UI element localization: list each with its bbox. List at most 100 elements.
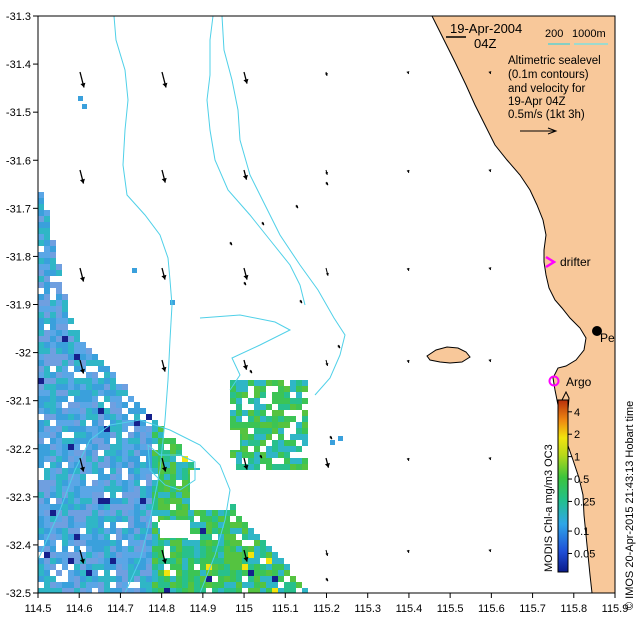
chl-pixel: [98, 438, 104, 444]
chl-pixel: [242, 546, 248, 552]
chl-pixel: [98, 534, 104, 540]
chl-pixel: [212, 522, 218, 528]
chl-pixel: [152, 576, 158, 582]
chl-pixel: [68, 510, 74, 516]
chl-pixel: [128, 444, 134, 450]
chl-pixel: [62, 414, 68, 420]
chl-pixel: [50, 564, 56, 570]
chl-pixel: [188, 462, 194, 468]
chl-pixel: [230, 528, 236, 534]
chl-pixel: [200, 522, 206, 528]
chl-pixel: [110, 486, 116, 492]
chl-pixel: [212, 582, 218, 588]
chl-pixel: [86, 432, 92, 438]
chl-pixel: [128, 498, 134, 504]
chl-pixel: [62, 378, 68, 384]
chl-pixel: [152, 570, 158, 576]
chl-pixel: [74, 408, 80, 414]
chl-pixel: [284, 440, 290, 446]
chl-pixel: [248, 570, 254, 576]
chl-pixel: [152, 510, 158, 516]
chl-pixel: [164, 558, 170, 564]
chl-pixel: [236, 398, 242, 404]
chl-pixel: [254, 582, 260, 588]
chl-pixel: [56, 288, 62, 294]
chl-pixel: [110, 378, 116, 384]
chl-pixel: [56, 408, 62, 414]
chl-pixel: [62, 360, 68, 366]
chl-pixel: [134, 402, 140, 408]
chl-pixel: [236, 422, 242, 428]
chl-pixel: [74, 468, 80, 474]
chl-pixel: [194, 546, 200, 552]
chl-pixel: [122, 510, 128, 516]
chl-pixel: [56, 366, 62, 372]
chl-pixel: [110, 456, 116, 462]
chl-pixel: [86, 570, 92, 576]
chl-pixel: [38, 444, 44, 450]
chl-pixel: [68, 360, 74, 366]
chl-pixel: [56, 396, 62, 402]
chl-pixel: [62, 528, 68, 534]
chl-pixel: [158, 546, 164, 552]
chl-pixel: [248, 422, 254, 428]
chl-pixel: [74, 486, 80, 492]
chl-pixel: [62, 348, 68, 354]
chl-pixel: [104, 408, 110, 414]
chl-pixel: [62, 384, 68, 390]
chl-pixel: [50, 300, 56, 306]
chl-pixel: [110, 498, 116, 504]
chl-pixel: [296, 398, 302, 404]
chl-pixel: [38, 294, 44, 300]
chl-pixel: [44, 534, 50, 540]
chl-pixel: [146, 588, 152, 593]
chl-pixel: [68, 462, 74, 468]
chl-pixel: [260, 416, 266, 422]
chl-pixel: [260, 422, 266, 428]
chl-pixel: [62, 474, 68, 480]
chl-pixel: [260, 576, 266, 582]
chl-pixel: [38, 516, 44, 522]
chl-pixel: [50, 396, 56, 402]
chl-pixel: [194, 510, 200, 516]
chl-pixel: [224, 540, 230, 546]
velocity-arrow: [79, 549, 85, 564]
chl-pixel: [266, 446, 272, 452]
chl-pixel: [80, 492, 86, 498]
velocity-arrow: [243, 281, 247, 286]
chl-pixel: [218, 582, 224, 588]
chl-pixel: [62, 324, 68, 330]
chl-pixel: [98, 564, 104, 570]
chl-pixel: [50, 348, 56, 354]
chl-pixel: [44, 432, 50, 438]
chl-pixel: [50, 588, 56, 593]
chl-pixel: [132, 268, 137, 273]
chl-pixel: [74, 540, 80, 546]
chl-pixel: [50, 270, 56, 276]
chl-pixel: [128, 588, 134, 593]
chl-pixel: [134, 438, 140, 444]
chl-pixel: [104, 426, 110, 432]
chl-pixel: [62, 450, 68, 456]
chl-pixel: [248, 546, 254, 552]
chl-pixel: [92, 456, 98, 462]
chl-pixel: [218, 570, 224, 576]
chl-pixel: [140, 462, 146, 468]
chl-pixel: [230, 576, 236, 582]
chl-pixel: [272, 588, 278, 593]
velocity-arrow: [79, 457, 85, 472]
land-mass: [431, 16, 615, 593]
chl-pixel: [92, 432, 98, 438]
chl-pixel: [50, 324, 56, 330]
chl-pixel: [176, 546, 182, 552]
chl-pixel: [98, 384, 104, 390]
chl-pixel: [134, 474, 140, 480]
chl-pixel: [62, 492, 68, 498]
velocity-arrow: [299, 299, 303, 304]
chl-pixel: [122, 450, 128, 456]
chl-pixel: [80, 504, 86, 510]
chl-pixel: [152, 426, 158, 432]
chl-pixel: [140, 558, 146, 564]
chl-pixel: [224, 528, 230, 534]
chl-pixel: [98, 462, 104, 468]
